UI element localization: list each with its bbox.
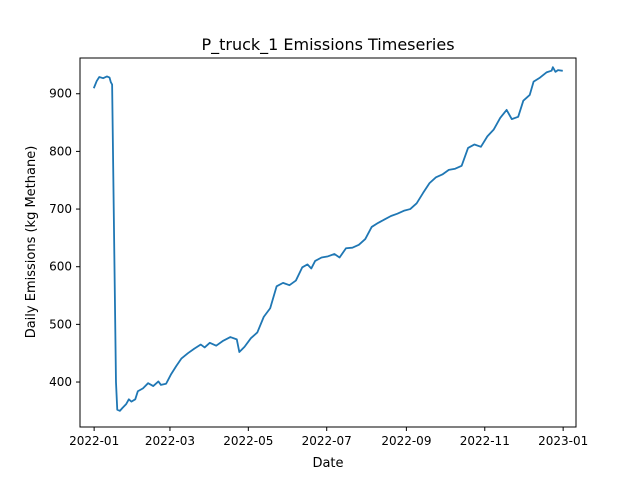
series-line-group bbox=[92, 66, 563, 412]
x-tick-label: 2022-03 bbox=[145, 434, 195, 448]
x-axis-label: Date bbox=[312, 456, 343, 471]
y-tick-label: 600 bbox=[49, 260, 72, 274]
chart-title: P_truck_1 Emissions Timeseries bbox=[201, 35, 454, 55]
x-tick-label: 2022-01 bbox=[69, 434, 119, 448]
y-tick-label: 900 bbox=[49, 87, 72, 101]
y-axis-label: Daily Emissions (kg Methane) bbox=[24, 146, 39, 339]
y-tick-label: 500 bbox=[49, 317, 72, 331]
x-tick-label: 2022-11 bbox=[460, 434, 510, 448]
plot-frame bbox=[79, 57, 577, 428]
y-tick-label: 700 bbox=[49, 202, 72, 216]
x-tick-label: 2022-05 bbox=[223, 434, 273, 448]
y-tick-label: 400 bbox=[49, 375, 72, 389]
y-axis: 400 500 600 700 800 900 bbox=[49, 87, 80, 389]
x-tick-label: 2022-07 bbox=[302, 434, 352, 448]
x-tick-label: 2023-01 bbox=[538, 434, 588, 448]
y-tick-label: 800 bbox=[49, 144, 72, 158]
series-line-0 bbox=[92, 66, 563, 412]
x-axis: 2022-01 2022-03 2022-05 2022-07 2022-09 2022-… bbox=[69, 427, 588, 448]
x-tick-label: 2022-09 bbox=[381, 434, 431, 448]
